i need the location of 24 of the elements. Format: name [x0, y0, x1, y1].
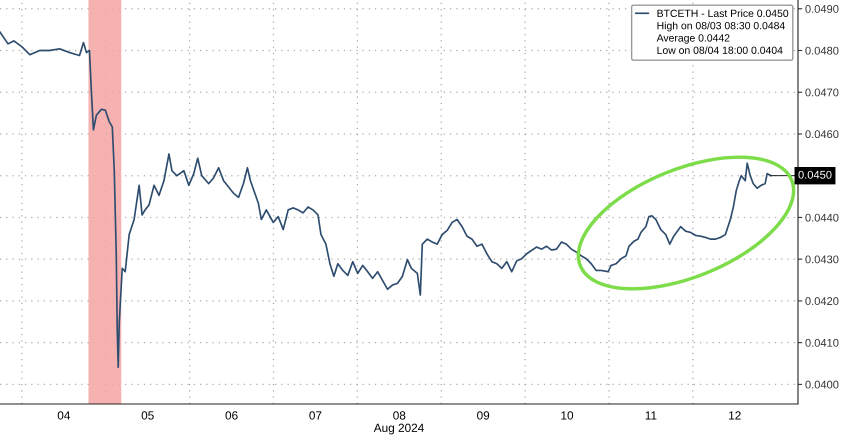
- x-tick-label: 04: [58, 411, 70, 420]
- y-tick-label: 0.0490: [805, 5, 838, 13]
- y-tick-label: 0.0400: [805, 380, 838, 389]
- x-axis-title: Aug 2024: [374, 424, 424, 434]
- y-tick-label: 0.0430: [805, 255, 838, 264]
- y-tick-label: 0.0480: [805, 46, 838, 55]
- x-tick-label: 07: [309, 411, 322, 420]
- x-tick-label: 08: [393, 411, 406, 420]
- y-tick-label: 0.0440: [805, 214, 838, 222]
- x-tick-label: 10: [561, 411, 574, 420]
- x-tick-label: 12: [729, 411, 741, 420]
- y-tick-label: 0.0470: [805, 88, 838, 96]
- x-tick-label: 09: [477, 411, 490, 420]
- y-tick-label: 0.0410: [805, 338, 838, 347]
- x-tick-label: 06: [225, 411, 238, 420]
- x-tick-label: 11: [646, 411, 656, 420]
- legend-label: BTCETH - Last Price 0.0450: [657, 9, 788, 18]
- annotation: High on 08/03 08:30 0.0484: [657, 22, 785, 32]
- annotation: Low on 08/04 18:00 0.0404: [657, 46, 783, 54]
- annotation: 0.0450: [798, 170, 832, 179]
- x-tick-label: 05: [142, 411, 154, 420]
- annotation: Average 0.0442: [656, 34, 730, 44]
- y-tick-label: 0.0420: [805, 297, 838, 306]
- y-tick-label: 0.0460: [805, 130, 838, 138]
